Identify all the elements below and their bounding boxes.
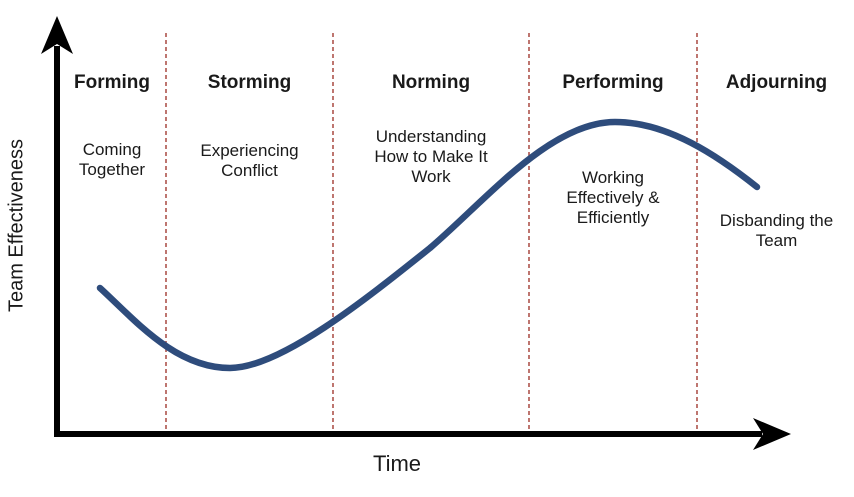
stage-performing-description: Working Effectively & Efficiently [566, 168, 660, 227]
stage-adjourning-description: Disbanding the Team [719, 211, 834, 250]
stage-norming-description: Understanding How to Make It Work [374, 127, 488, 186]
stage-performing: Performing Working Effectively & Efficie… [529, 72, 697, 497]
stage-adjourning: Adjourning Disbanding the Team [699, 72, 854, 497]
stage-storming-title: Storming [207, 72, 292, 93]
y-axis-arrowhead-icon [41, 16, 73, 54]
stage-adjourning-title: Adjourning [725, 72, 828, 93]
stage-performing-title: Performing [562, 72, 664, 93]
stage-norming-title: Norming [391, 72, 471, 93]
stage-storming: Storming Experiencing Conflict [166, 72, 333, 497]
stage-norming: Norming Understanding How to Make It Wor… [333, 72, 529, 497]
stage-forming-title: Forming [74, 72, 150, 93]
x-axis-label: Time [372, 451, 422, 476]
x-axis-arrowhead-icon [753, 418, 791, 450]
stage-storming-description: Experiencing Conflict [200, 141, 299, 180]
stage-forming: Forming Coming Together [58, 72, 166, 497]
stage-forming-description: Coming Together [78, 140, 146, 179]
y-axis-label: Team Effectiveness [5, 138, 28, 313]
effectiveness-curve [96, 118, 761, 372]
